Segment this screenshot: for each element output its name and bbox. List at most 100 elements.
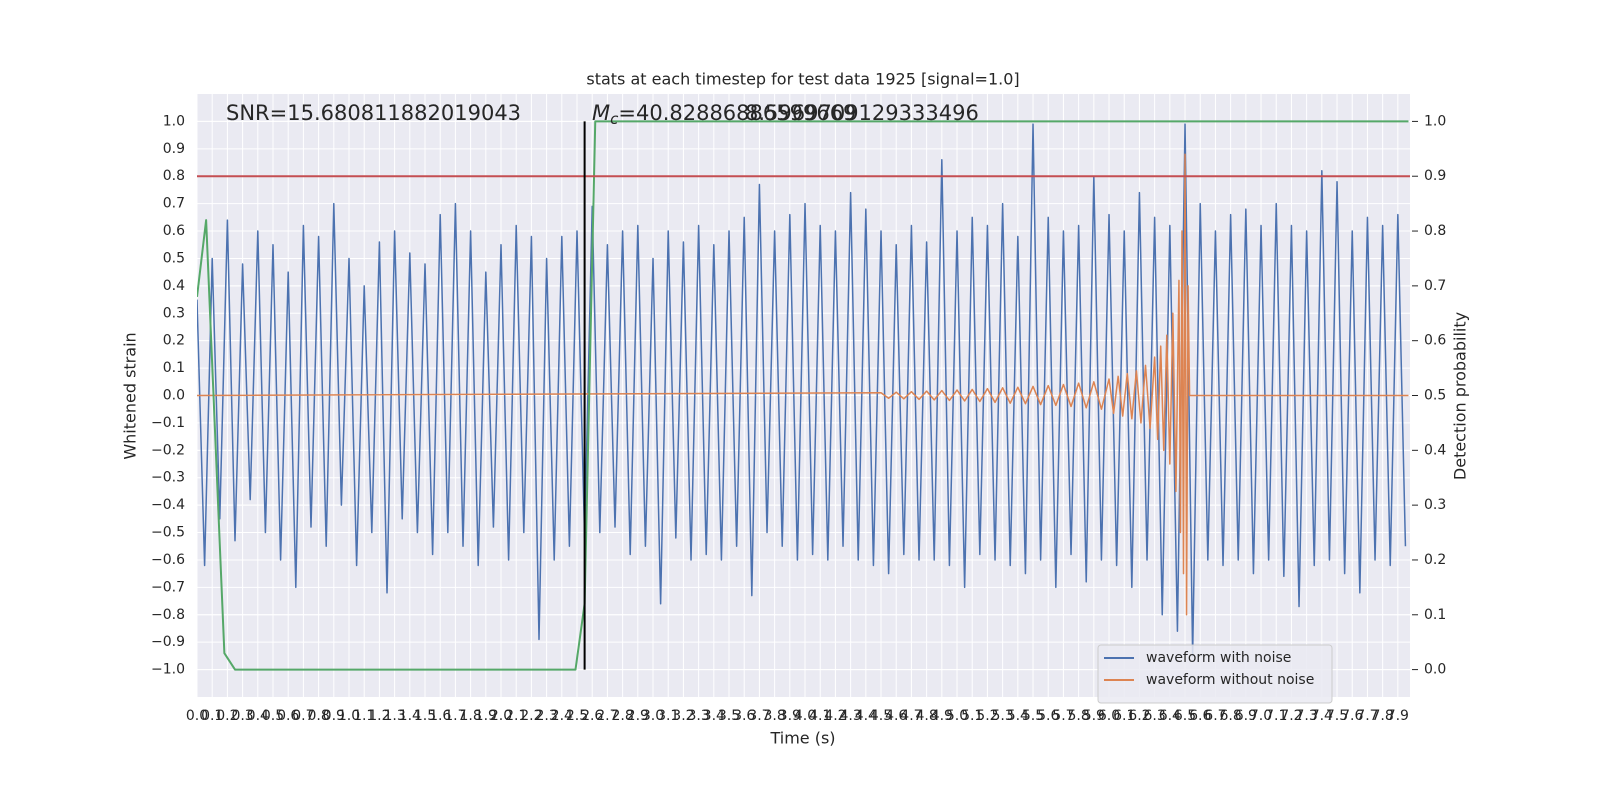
x-tick-label: 0.5 (262, 708, 284, 724)
x-tick-label: 4.6 (885, 708, 907, 724)
x-tick-label: 0.6 (277, 708, 299, 724)
x-tick-label: 1.5 (414, 708, 436, 724)
x-tick-label: 3.7 (748, 708, 770, 724)
annotation-subscript: c (610, 110, 619, 128)
x-tick-label: 2.0 (490, 708, 512, 724)
x-tick-label: 7.6 (1341, 708, 1363, 724)
x-tick-label: 6.1 (1113, 708, 1135, 724)
x-tick-label: 1.1 (353, 708, 375, 724)
x-tick-label: 6.4 (1159, 708, 1181, 724)
annotation: 8.5969709129333496 (745, 101, 979, 125)
x-tick-label: 1.3 (383, 708, 405, 724)
x-tick-label: 1.8 (459, 708, 481, 724)
plot (197, 120, 1410, 671)
y2-tick-label: 0.7 (1424, 278, 1446, 294)
x-tick-label: 4.9 (931, 708, 953, 724)
y-tick-label: −0.2 (151, 442, 185, 458)
x-tick-label: 0.2 (216, 708, 238, 724)
y2-tick-label: 1.0 (1424, 113, 1446, 129)
x-tick-label: 7.2 (1280, 708, 1302, 724)
y-tick-label: −0.6 (151, 552, 185, 568)
x-tick-label: 0.4 (247, 708, 269, 724)
y-tick-label: −0.9 (151, 634, 185, 650)
x-tick-label: 0.7 (292, 708, 314, 724)
x-tick-label: 5.7 (1052, 708, 1074, 724)
x-tick-label: 6.5 (1174, 708, 1196, 724)
x-tick-label: 5.6 (1037, 708, 1059, 724)
y2-tick-label: 0.1 (1424, 607, 1446, 623)
series-line (197, 123, 1407, 657)
x-tick-label: 6.6 (1189, 708, 1211, 724)
y-tick-label: 1.0 (163, 113, 185, 129)
x-tick-label: 6.0 (1098, 708, 1120, 724)
x-tick-label: 1.9 (475, 708, 497, 724)
annotation: Mc=40.82886886599669 (592, 101, 856, 128)
x-tick-label: 0.0 (186, 708, 208, 724)
y2-tick-label: 0.0 (1424, 662, 1446, 678)
y-tick-label: −0.7 (151, 579, 185, 595)
x-tick-label: 3.2 (672, 708, 694, 724)
y2-axis-label: Detection probability (1451, 312, 1470, 480)
x-tick-label: 6.2 (1128, 708, 1150, 724)
y2-tick-label: 0.6 (1424, 333, 1446, 349)
x-tick-label: 3.5 (718, 708, 740, 724)
y2-tick-label: 0.3 (1424, 497, 1446, 513)
x-tick-label: 5.3 (991, 708, 1013, 724)
x-tick-label: 3.1 (657, 708, 679, 724)
x-tick-label: 7.0 (1250, 708, 1272, 724)
x-tick-label: 2.7 (596, 708, 618, 724)
x-tick-label: 0.3 (231, 708, 253, 724)
x-tick-label: 4.7 (900, 708, 922, 724)
x-tick-label: 4.4 (855, 708, 877, 724)
y-tick-label: 0.3 (163, 305, 185, 321)
series-line (197, 153, 1409, 616)
x-tick-label: 5.2 (976, 708, 998, 724)
x-tick-label: 0.9 (323, 708, 345, 724)
x-tick-label: 3.9 (779, 708, 801, 724)
x-tick-label: 2.8 (611, 708, 633, 724)
x-tick-label: 5.9 (1083, 708, 1105, 724)
x-tick-label: 5.5 (1022, 708, 1044, 724)
x-tick-label: 0.1 (201, 708, 223, 724)
legend-label: waveform with noise (1146, 650, 1291, 666)
x-tick-label: 6.9 (1235, 708, 1257, 724)
x-tick-label: 3.0 (642, 708, 664, 724)
y-tick-label: 0.0 (163, 388, 185, 404)
x-tick-label: 2.4 (551, 708, 573, 724)
x-tick-label: 1.0 (338, 708, 360, 724)
y-tick-label: −0.1 (151, 415, 185, 431)
y-tick-label: 0.4 (163, 278, 185, 294)
overlay: 0.00.10.20.30.40.50.60.70.80.91.01.11.21… (151, 113, 1446, 724)
x-axis-label: Time (s) (769, 729, 835, 748)
x-tick-label: 2.5 (566, 708, 588, 724)
annotation-value: =40.82886886599669 (618, 101, 856, 125)
y2-tick-label: 0.8 (1424, 223, 1446, 239)
annotation: SNR=15.680811882019043 (226, 101, 521, 125)
x-tick-label: 1.7 (444, 708, 466, 724)
y-tick-label: −0.8 (151, 607, 185, 623)
y-tick-label: −1.0 (151, 662, 185, 678)
legend-label: waveform without noise (1146, 672, 1314, 688)
chart-title: stats at each timestep for test data 192… (586, 70, 1019, 89)
x-tick-label: 7.3 (1296, 708, 1318, 724)
legend-box (1097, 644, 1333, 704)
x-tick-label: 4.2 (824, 708, 846, 724)
x-tick-label: 2.2 (520, 708, 542, 724)
y-tick-label: 0.7 (163, 196, 185, 212)
x-tick-label: 6.8 (1220, 708, 1242, 724)
x-tick-label: 3.4 (703, 708, 725, 724)
x-tick-label: 2.9 (627, 708, 649, 724)
x-tick-label: 3.3 (687, 708, 709, 724)
x-tick-label: 0.8 (307, 708, 329, 724)
y-tick-label: −0.4 (151, 497, 185, 513)
x-tick-label: 5.0 (946, 708, 968, 724)
y-tick-label: −0.3 (151, 470, 185, 486)
x-tick-label: 2.1 (505, 708, 527, 724)
x-tick-label: 7.8 (1372, 708, 1394, 724)
x-tick-label: 4.1 (809, 708, 831, 724)
x-tick-label: 3.6 (733, 708, 755, 724)
y-tick-label: 0.6 (163, 223, 185, 239)
x-tick-label: 6.3 (1143, 708, 1165, 724)
y-tick-label: 0.8 (163, 168, 185, 184)
